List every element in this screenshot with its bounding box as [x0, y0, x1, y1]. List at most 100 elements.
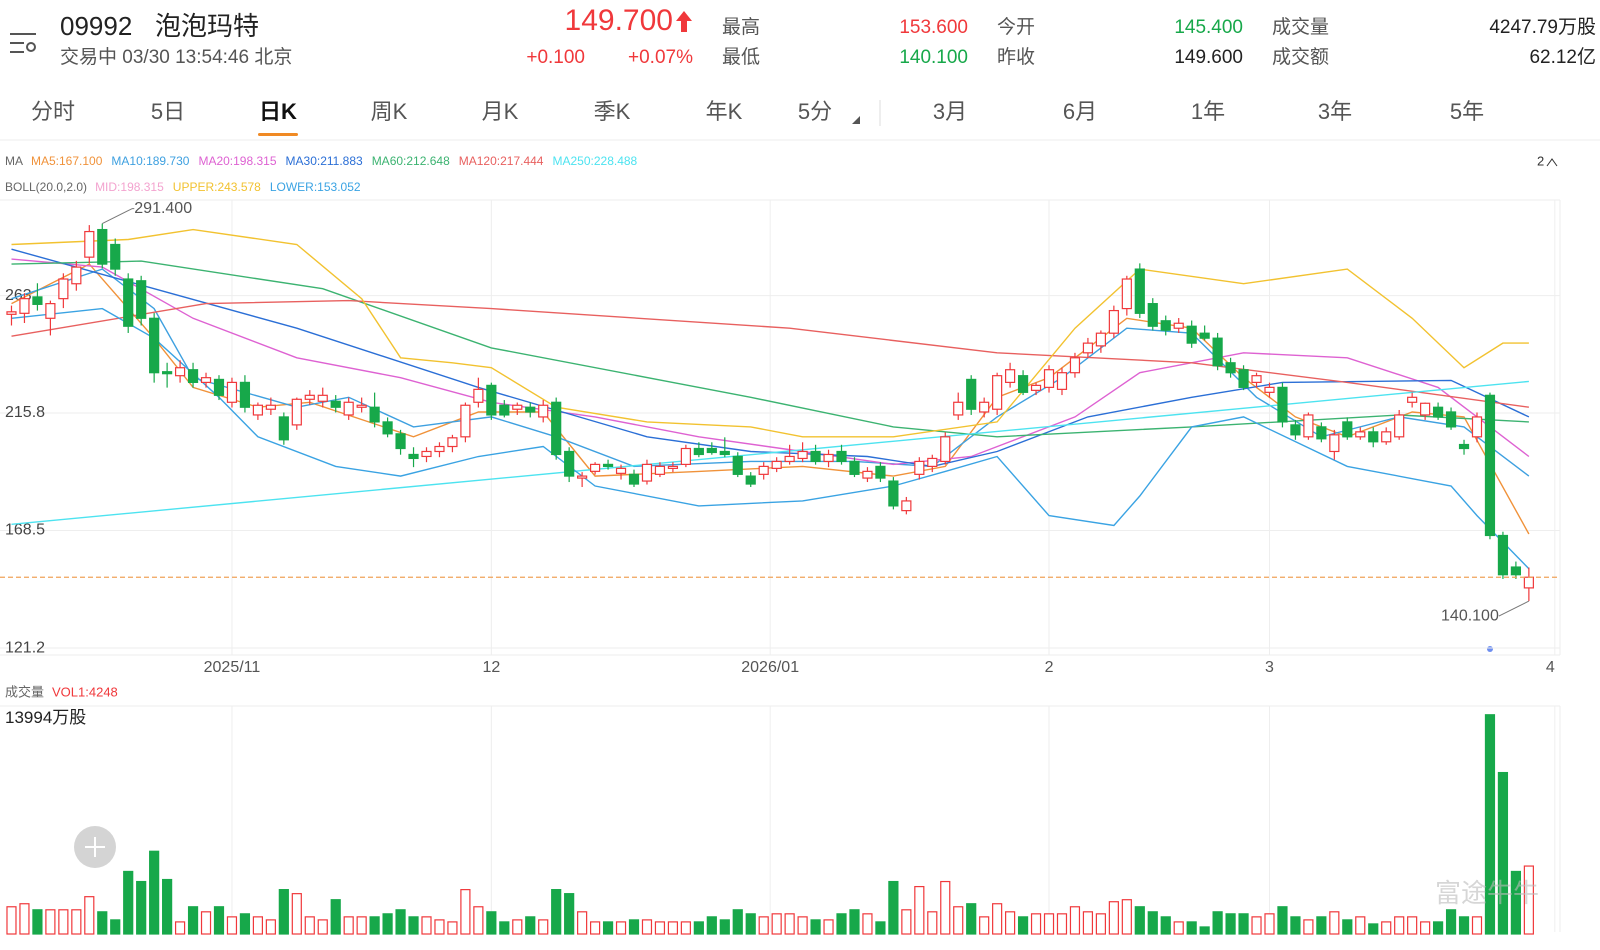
candle-body: [1329, 434, 1340, 453]
candle-body: [6, 311, 17, 315]
indicator-line: [11, 380, 1529, 525]
candle-body: [914, 460, 925, 475]
candle-body: [758, 465, 769, 475]
tab[interactable]: 季K: [594, 99, 631, 124]
y-tick-label: 168.5: [5, 522, 45, 539]
candle-body: [136, 280, 147, 319]
volume-bar: [1316, 916, 1327, 935]
legend-item: MA250:228.488: [552, 154, 637, 168]
stat-label: 最高: [722, 16, 760, 38]
stat-label: 昨收: [997, 46, 1035, 68]
candle-body: [356, 404, 367, 408]
candle-body: [1277, 386, 1288, 423]
volume-bar: [110, 919, 121, 935]
legend-title: BOLL(20.0,2.0): [5, 180, 87, 194]
tab[interactable]: 分时: [31, 99, 75, 124]
stat-label: 今开: [997, 16, 1035, 38]
candle-body: [1030, 384, 1042, 391]
volume-bar: [174, 921, 186, 935]
x-tick-label: 3: [1265, 659, 1274, 676]
legend-item: MA60:212.648: [372, 154, 450, 168]
candle-body: [1420, 402, 1431, 416]
candle-body: [1264, 386, 1275, 393]
volume-bar: [486, 911, 497, 935]
tab[interactable]: 5年: [1450, 99, 1484, 124]
volume-bar: [330, 899, 341, 935]
volume-bar: [823, 919, 834, 935]
candle-body: [110, 243, 121, 270]
tab[interactable]: 周K: [371, 99, 408, 124]
candle-body: [1238, 369, 1249, 388]
legend-item: MA10:189.730: [111, 154, 189, 168]
tab[interactable]: 日K: [259, 99, 297, 124]
candle-body: [1523, 576, 1534, 589]
panel-toggle[interactable]: 2: [1537, 153, 1544, 168]
candle-body: [745, 475, 756, 485]
volume-bar: [979, 916, 990, 935]
stat-value: 145.400: [1174, 17, 1243, 38]
last-price: 149.700: [565, 4, 673, 37]
legend-title: MA: [5, 154, 23, 168]
volume-bar: [641, 919, 653, 935]
candle-body: [408, 453, 419, 460]
tab[interactable]: 3月: [933, 99, 967, 124]
stock-code: 09992: [60, 11, 132, 41]
candle-body: [1005, 369, 1016, 383]
volume-bar: [187, 906, 199, 935]
stat-label: 成交额: [1272, 46, 1329, 68]
candle-body: [1368, 431, 1379, 443]
candle-body: [693, 447, 704, 456]
volume-bar: [369, 916, 380, 935]
volume-bar: [239, 913, 251, 935]
stat-value: 4247.79万股: [1489, 17, 1596, 38]
tab[interactable]: 年K: [706, 99, 743, 124]
volume-bar: [1523, 865, 1534, 935]
tab[interactable]: 6月: [1063, 99, 1097, 124]
candle-body: [45, 303, 56, 319]
volume-bar: [1134, 906, 1145, 935]
candle-body: [888, 480, 899, 507]
volume-bar: [1368, 923, 1379, 935]
candle-body: [551, 401, 562, 456]
tab[interactable]: 3年: [1318, 99, 1352, 124]
volume-bar: [84, 896, 95, 935]
volume-bar: [213, 906, 225, 935]
volume-bar: [784, 913, 795, 935]
candle-body: [239, 381, 251, 408]
menu-icon[interactable]: [10, 33, 36, 53]
volume-bar: [1173, 921, 1184, 935]
candle-body: [1290, 424, 1301, 436]
candle-body: [1407, 396, 1418, 403]
x-tick-label: 2: [1045, 659, 1054, 676]
tab[interactable]: 月K: [482, 99, 519, 124]
indicator-line: [11, 299, 1529, 408]
x-tick-label: 2025/11: [204, 659, 261, 676]
volume-bar: [1407, 916, 1418, 935]
candle-body: [615, 467, 627, 474]
volume-bar: [447, 921, 458, 935]
volume-bar: [849, 909, 860, 935]
volume-bar: [745, 913, 756, 935]
volume-bar: [19, 903, 30, 935]
candle-body: [149, 317, 160, 374]
candle-body: [1173, 322, 1184, 329]
candle-body: [174, 367, 186, 377]
volume-bar: [538, 919, 549, 935]
candle-body: [369, 406, 380, 423]
volume-bar: [1225, 913, 1236, 935]
volume-bar: [71, 909, 82, 935]
tab[interactable]: 1年: [1191, 99, 1225, 124]
candle-body: [382, 421, 393, 435]
candle-body: [538, 404, 549, 418]
tab[interactable]: 5分: [798, 99, 832, 124]
volume-bar: [265, 919, 276, 935]
volume-bar: [966, 903, 977, 935]
volume-bar: [149, 850, 160, 935]
candle-body: [797, 450, 808, 460]
tab[interactable]: 5日: [151, 99, 185, 124]
candle-body: [823, 453, 834, 463]
candle-body: [317, 394, 328, 402]
volume-bar: [226, 916, 238, 935]
volume-bar: [1199, 926, 1210, 935]
volume-bar: [1017, 916, 1029, 935]
